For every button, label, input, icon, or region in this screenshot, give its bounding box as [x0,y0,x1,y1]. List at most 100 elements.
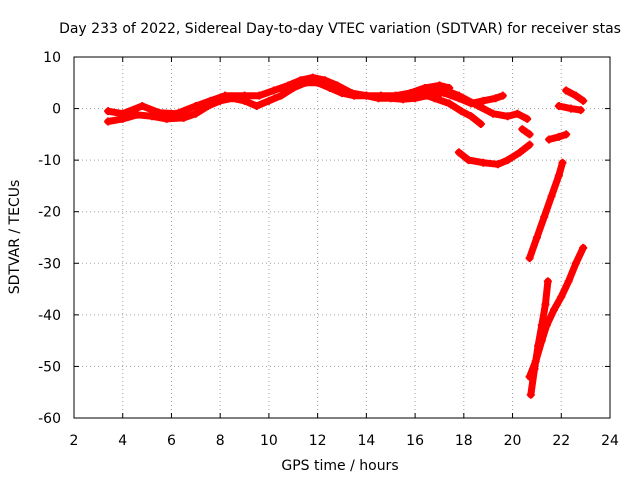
data-point [221,91,230,100]
data-point [284,81,293,90]
series-late-mid-track [435,83,532,123]
series-line [526,159,566,262]
data-point [430,94,439,103]
data-point [541,300,550,309]
data-point [391,91,400,100]
data-point [411,94,420,103]
data-point [554,171,563,180]
data-point [545,135,554,144]
data-point [252,101,261,110]
x-tick-label: 22 [552,433,570,449]
data-point [525,140,534,149]
x-axis-label: GPS time / hours [281,458,398,474]
data-point [104,117,113,126]
data-point [138,101,147,110]
data-point [406,89,415,98]
data-point [562,86,571,95]
data-point [155,108,164,117]
data-point [255,91,264,100]
series-right-top-b [554,101,585,115]
y-tick-label: -50 [38,359,61,375]
data-point [547,192,556,201]
data-point [525,130,534,139]
series-short-segment [518,125,534,139]
data-point [525,372,534,381]
x-tick-label: 6 [167,433,176,449]
data-point [191,109,200,118]
data-point [549,305,558,314]
data-point [537,336,546,345]
data-point [362,91,371,100]
y-tick-label: -30 [38,256,61,272]
data-point [479,158,488,167]
data-point [179,113,188,122]
x-tick-label: 8 [216,433,225,449]
data-point [277,91,286,100]
data-point [526,390,535,399]
y-tick-label: -20 [38,205,61,221]
data-point [269,86,278,95]
chart-title: Day 233 of 2022, Sidereal Day-to-day VTE… [59,21,621,37]
data-traces [104,73,588,399]
series-dip-arc [454,140,534,169]
data-point [531,357,540,366]
data-point [579,243,588,252]
data-point [457,107,466,116]
y-tick-label: -40 [38,308,61,324]
series-line [526,321,551,381]
data-point [479,96,488,105]
data-point [320,76,329,85]
data-point [518,125,527,134]
data-point [513,109,522,118]
series-line [543,244,587,329]
data-point [118,109,127,118]
x-tick-label: 4 [118,433,127,449]
series-steep-rise-1 [525,158,567,263]
data-point [515,148,524,157]
x-tick-label: 14 [357,433,375,449]
series-main-band-high [104,73,454,118]
data-point [543,277,552,286]
data-point [333,81,342,90]
data-point [445,99,454,108]
data-point [104,107,113,116]
y-axis-label: SDTVAR / TECUs [7,180,23,295]
data-point [498,91,507,100]
data-point [347,89,356,98]
data-point [489,109,498,118]
data-point [523,114,532,123]
x-tick-label: 18 [455,433,473,449]
data-point [491,94,500,103]
data-point [454,148,463,157]
data-point [532,233,541,242]
data-point [415,89,424,98]
data-point [503,112,512,121]
data-point [571,259,580,268]
data-point [525,254,534,263]
grid-lines [74,57,610,418]
y-tick-label: -60 [38,411,61,427]
series-main-band-low [104,78,444,126]
data-point [571,91,580,100]
data-point [264,96,273,105]
data-point [376,91,385,100]
data-point [476,120,485,129]
data-point [493,160,502,169]
data-point [435,83,444,92]
data-point [454,91,463,100]
data-point [567,104,576,113]
series-right-minus5 [545,130,571,144]
x-tick-label: 10 [260,433,278,449]
data-point [172,109,181,118]
y-tick-label: 10 [43,50,61,66]
data-point [540,212,549,221]
y-tick-label: 0 [52,102,61,118]
series-deep-rise-2 [525,321,551,381]
x-tick-label: 2 [70,433,79,449]
data-point [558,158,567,167]
y-tick-label: -10 [38,153,61,169]
x-tick-label: 24 [601,433,619,449]
data-point [564,277,573,286]
data-point [554,132,563,141]
